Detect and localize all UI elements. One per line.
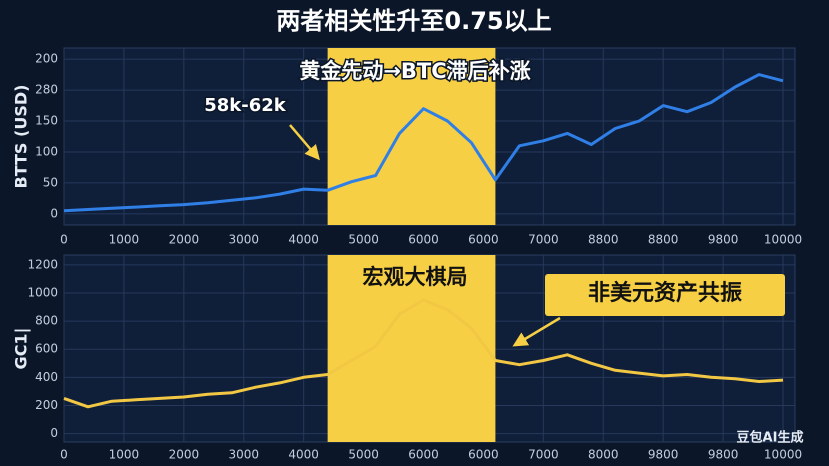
y-tick-label: 280 xyxy=(35,83,58,97)
x-tick-label: 6000 xyxy=(468,233,499,247)
x-tick-label: 9800 xyxy=(648,448,679,462)
x-tick-label: 3000 xyxy=(228,233,259,247)
x-tick-label: 6000 xyxy=(408,448,439,462)
x-tick-label: 2000 xyxy=(169,233,200,247)
y-tick-label: 400 xyxy=(35,370,58,384)
highlight-band xyxy=(327,255,496,442)
annotation: 宏观大棋局 xyxy=(363,265,468,289)
x-tick-label: 8800 xyxy=(648,233,679,247)
x-tick-label: 8000 xyxy=(588,448,619,462)
y-tick-label: 200 xyxy=(35,52,58,66)
x-tick-label: 9800 xyxy=(708,448,739,462)
x-tick-label: 6000 xyxy=(408,233,439,247)
annotation-arrow xyxy=(289,124,320,161)
y-axis-label: GC1| xyxy=(12,328,32,370)
x-tick-label: 7000 xyxy=(528,233,559,247)
annotation-arrow xyxy=(512,316,561,347)
y-tick-label: 1000 xyxy=(27,285,58,299)
annotation-box xyxy=(545,274,785,316)
x-tick-label: 10000 xyxy=(764,233,802,247)
x-tick-label: 1000 xyxy=(109,233,140,247)
x-tick-label: 4000 xyxy=(288,448,319,462)
x-tick-label: 3000 xyxy=(228,448,259,462)
y-axis-label: BTTS (USD) xyxy=(12,85,31,189)
y-tick-label: 600 xyxy=(35,342,58,356)
y-tick-label: 200 xyxy=(35,398,58,412)
x-tick-label: 10000 xyxy=(764,448,802,462)
x-tick-label: 7000 xyxy=(528,448,559,462)
series-line xyxy=(63,73,784,213)
x-tick-label: 0 xyxy=(60,448,68,462)
x-tick-label: 0 xyxy=(60,233,68,247)
y-tick-label: 150 xyxy=(35,114,58,128)
y-tick-label: 0 xyxy=(50,426,58,440)
y-tick-label: 1200 xyxy=(27,257,58,271)
y-tick-label: 800 xyxy=(35,314,58,328)
annotation: 58k-62k xyxy=(204,95,287,116)
x-tick-label: 2000 xyxy=(169,448,200,462)
x-tick-label: 9800 xyxy=(708,233,739,247)
annotation: 黄金先动→BTC滞后补涨 xyxy=(299,59,530,83)
x-tick-label: 1000 xyxy=(109,448,140,462)
y-tick-label: 0 xyxy=(50,206,58,220)
highlight-band xyxy=(327,48,496,225)
x-tick-label: 6000 xyxy=(468,448,499,462)
y-tick-label: 100 xyxy=(35,144,58,158)
x-tick-label: 5000 xyxy=(348,448,379,462)
x-tick-label: 5000 xyxy=(348,233,379,247)
annotation: 非美元资产共振 xyxy=(588,280,742,306)
watermark: 豆包AI生成 xyxy=(737,430,804,446)
x-tick-label: 4000 xyxy=(288,233,319,247)
x-tick-label: 8800 xyxy=(588,233,619,247)
page-title: 两者相关性升至0.75以上 xyxy=(276,7,551,35)
y-tick-label: 50 xyxy=(43,175,58,189)
series-line xyxy=(63,298,784,409)
